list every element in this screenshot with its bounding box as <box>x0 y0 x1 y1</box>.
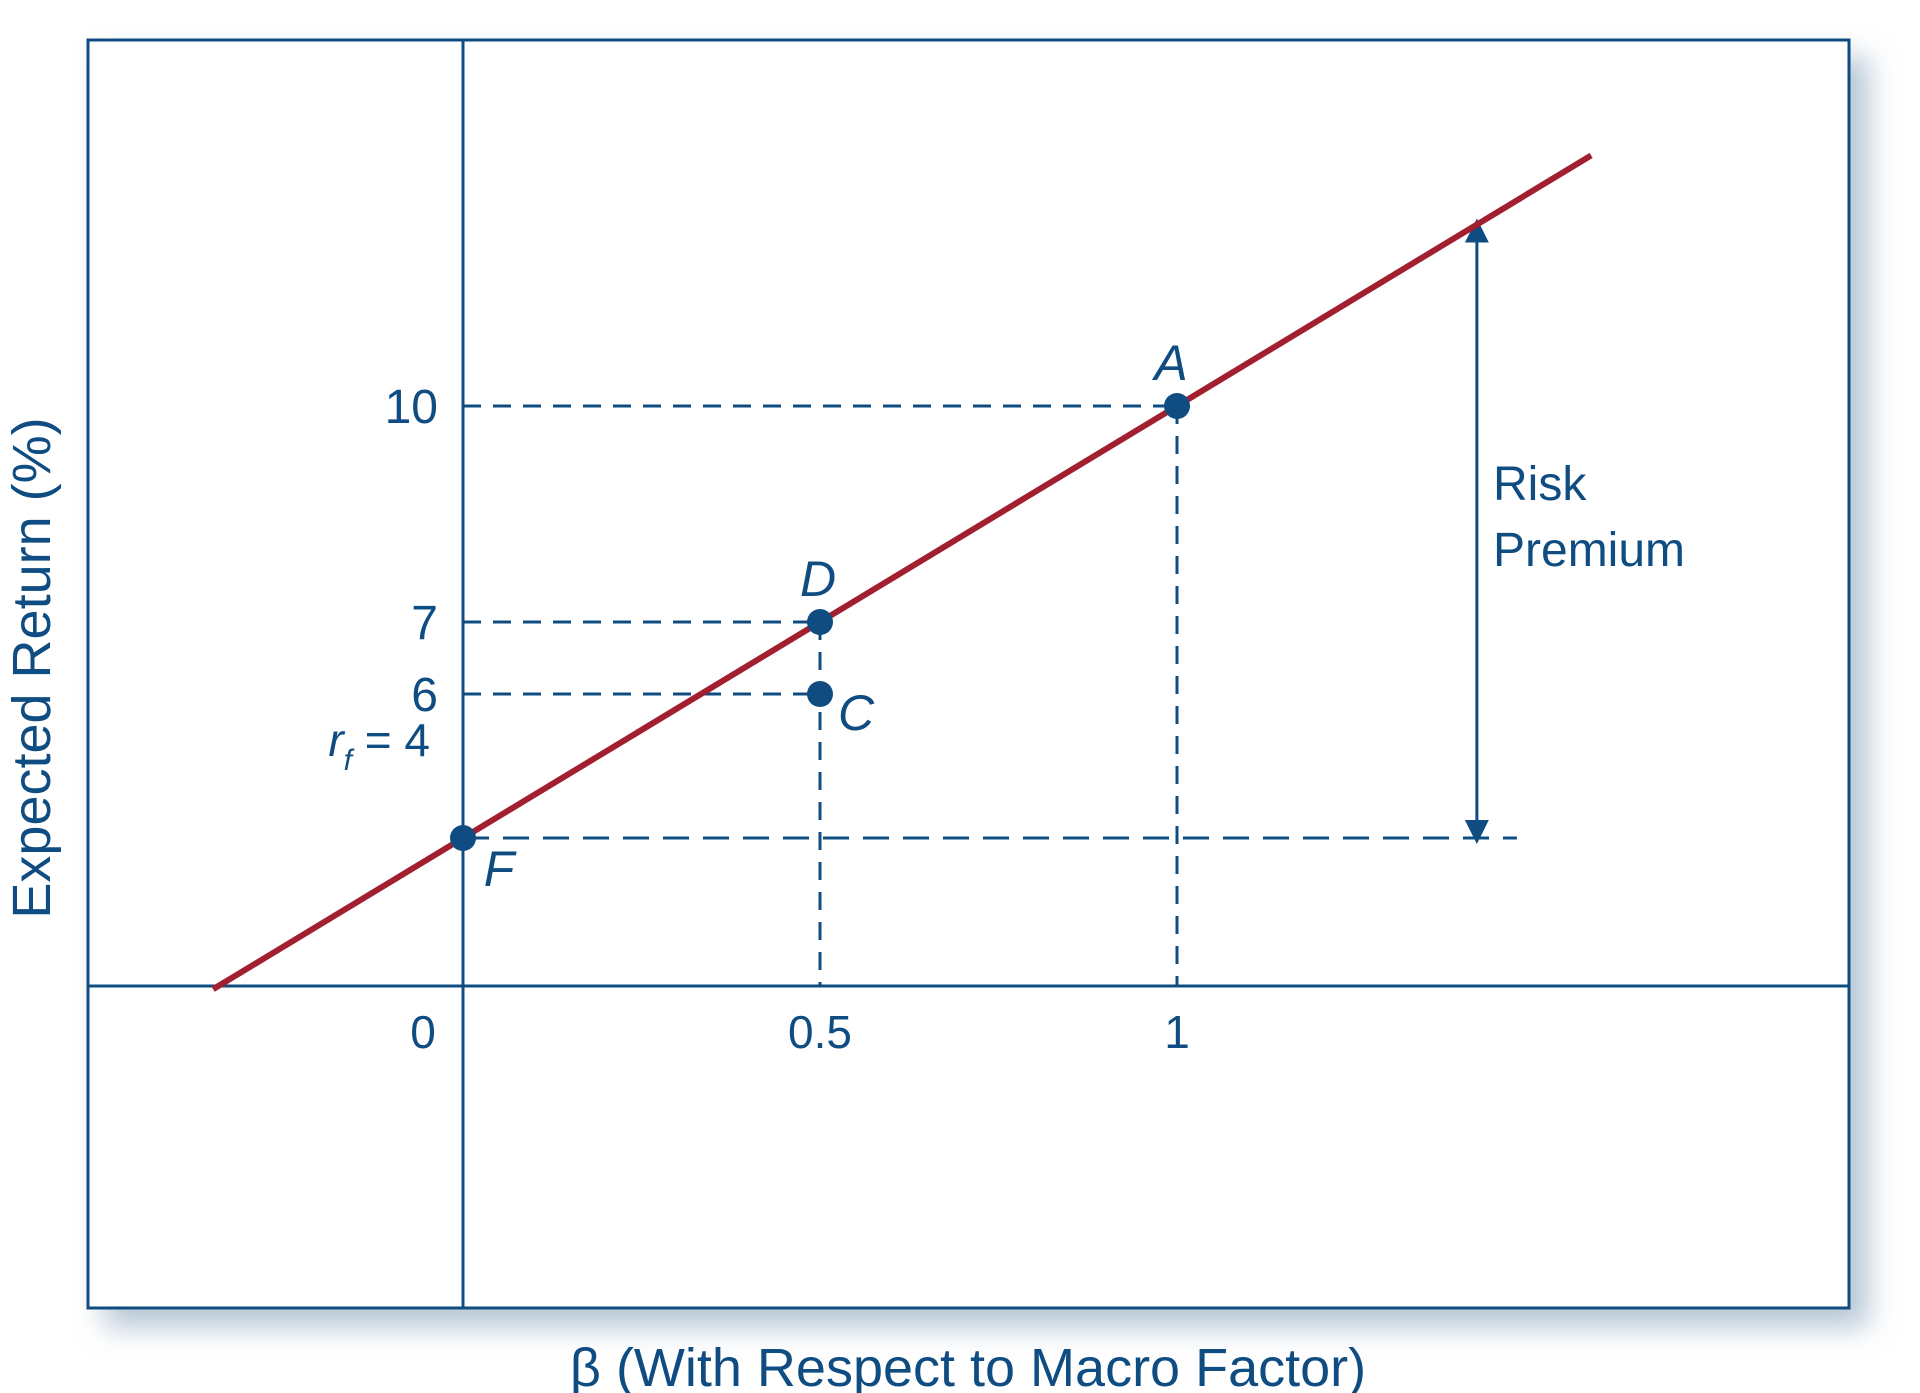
risk-premium-label-line1: Risk <box>1493 458 1587 511</box>
point-c <box>807 681 833 707</box>
x-tick-label: 0.5 <box>788 1006 852 1058</box>
data-points: A D C F <box>450 335 1190 897</box>
point-label-a: A <box>1151 335 1187 391</box>
y-axis-title: Expected Return (%) <box>2 417 62 918</box>
rf-label: rf = 4 <box>328 714 430 777</box>
point-f <box>450 825 476 851</box>
point-a <box>1164 393 1190 419</box>
y-tick-label: 7 <box>411 597 438 650</box>
y-tick-label: 10 <box>385 381 438 434</box>
point-label-c: C <box>838 685 875 741</box>
y-tick-label: 6 <box>411 669 438 722</box>
point-d <box>807 609 833 635</box>
point-label-f: F <box>484 841 517 897</box>
y-tick-labels: 10 7 6 <box>385 381 438 722</box>
point-label-d: D <box>800 551 836 607</box>
x-axis-title: β (With Respect to Macro Factor) <box>570 1338 1366 1393</box>
x-tick-label: 1 <box>1164 1006 1190 1058</box>
x-tick-label: 0 <box>410 1006 436 1058</box>
risk-premium-label-line2: Premium <box>1493 524 1685 577</box>
security-market-line <box>211 152 1593 992</box>
x-tick-labels: 0 0.5 1 <box>410 1006 1190 1058</box>
plot-frame <box>86 38 1851 1310</box>
